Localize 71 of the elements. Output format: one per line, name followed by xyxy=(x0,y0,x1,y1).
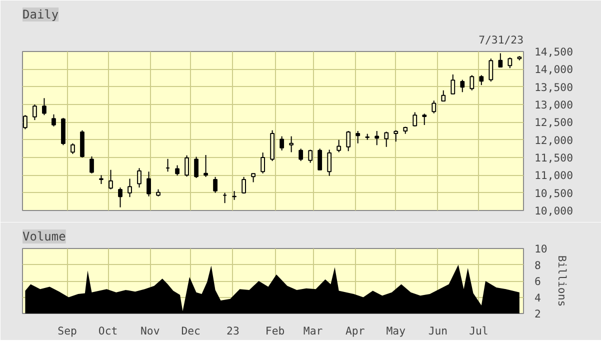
candlestick xyxy=(498,52,503,68)
candlestick xyxy=(318,148,322,170)
candlestick xyxy=(479,74,484,86)
y-tick-label: 13,000 xyxy=(534,98,573,112)
x-tick-label: Mar xyxy=(303,324,324,338)
candlestick xyxy=(289,136,294,153)
y-tick-label: 13,500 xyxy=(534,80,573,94)
x-tick-label: Apr xyxy=(346,324,366,338)
candlestick xyxy=(90,156,94,174)
chart-title: Volume xyxy=(22,230,66,244)
candlestick xyxy=(42,98,46,116)
y-tick-label: 10 xyxy=(534,242,548,256)
y-tick-label: 12,000 xyxy=(534,134,573,147)
candlestick xyxy=(308,149,313,164)
y-tick-label: 10,000 xyxy=(534,204,573,218)
candlestick xyxy=(108,169,113,190)
candlestick xyxy=(242,176,246,194)
candlestick xyxy=(175,164,180,176)
x-tick-label: Dec xyxy=(181,324,200,338)
y-tick-label: 14,500 xyxy=(534,46,573,58)
candlestick xyxy=(118,187,122,208)
candlestick xyxy=(441,90,446,102)
candlestick xyxy=(32,104,37,121)
candlestick xyxy=(204,154,208,178)
candlestick xyxy=(412,112,418,127)
x-tick-label: Nov xyxy=(140,324,160,338)
candlestick xyxy=(508,57,512,69)
x-tick-label: Jun xyxy=(428,324,448,338)
candlestick xyxy=(394,130,398,142)
candlestick xyxy=(450,74,456,94)
candlestick xyxy=(298,148,304,162)
chart-title: Daily xyxy=(22,8,59,22)
x-tick-label: Sep xyxy=(58,324,77,338)
x-tick-label: Feb xyxy=(265,324,285,338)
y-tick-label: 10,500 xyxy=(534,186,573,200)
candlestick xyxy=(336,139,342,153)
y-tick-label: 4 xyxy=(534,291,541,304)
candlestick xyxy=(460,79,465,93)
text: 7/31/23 xyxy=(478,34,524,46)
candlestick xyxy=(374,130,380,146)
y-tick-label: 6 xyxy=(534,275,541,288)
x-tick-label: Jul xyxy=(469,324,488,338)
candlestick xyxy=(327,149,332,176)
candlestick xyxy=(184,154,189,178)
y-tick-label: 8 xyxy=(534,258,541,272)
candlestick xyxy=(470,74,474,91)
candlestick xyxy=(194,156,198,178)
candlestick xyxy=(384,131,389,148)
candlestick xyxy=(432,100,436,114)
y-tick-label: 2 xyxy=(534,308,541,320)
x-tick-label: 23 xyxy=(226,324,240,338)
y-tick-label: 14,000 xyxy=(534,63,573,76)
candlestick xyxy=(488,58,494,82)
candlestick xyxy=(70,142,75,154)
candlestick xyxy=(213,176,218,194)
y-axis-title: Billions xyxy=(555,255,568,307)
candlestick xyxy=(280,136,284,151)
x-tick-label: May xyxy=(386,324,406,338)
candlestick xyxy=(52,114,56,127)
x-tick-label: Oct xyxy=(98,324,118,338)
candlestick xyxy=(260,152,266,174)
y-tick-label: 11,000 xyxy=(534,169,573,182)
candlestick xyxy=(128,178,132,198)
candlestick xyxy=(422,113,427,126)
y-tick-label: 11,500 xyxy=(534,152,573,164)
candlestick xyxy=(356,130,360,144)
candlestick xyxy=(137,168,142,188)
candlestick xyxy=(146,171,151,197)
y-tick-label: 12,500 xyxy=(534,116,573,130)
candlestick xyxy=(346,130,351,152)
candlestick xyxy=(232,190,236,200)
